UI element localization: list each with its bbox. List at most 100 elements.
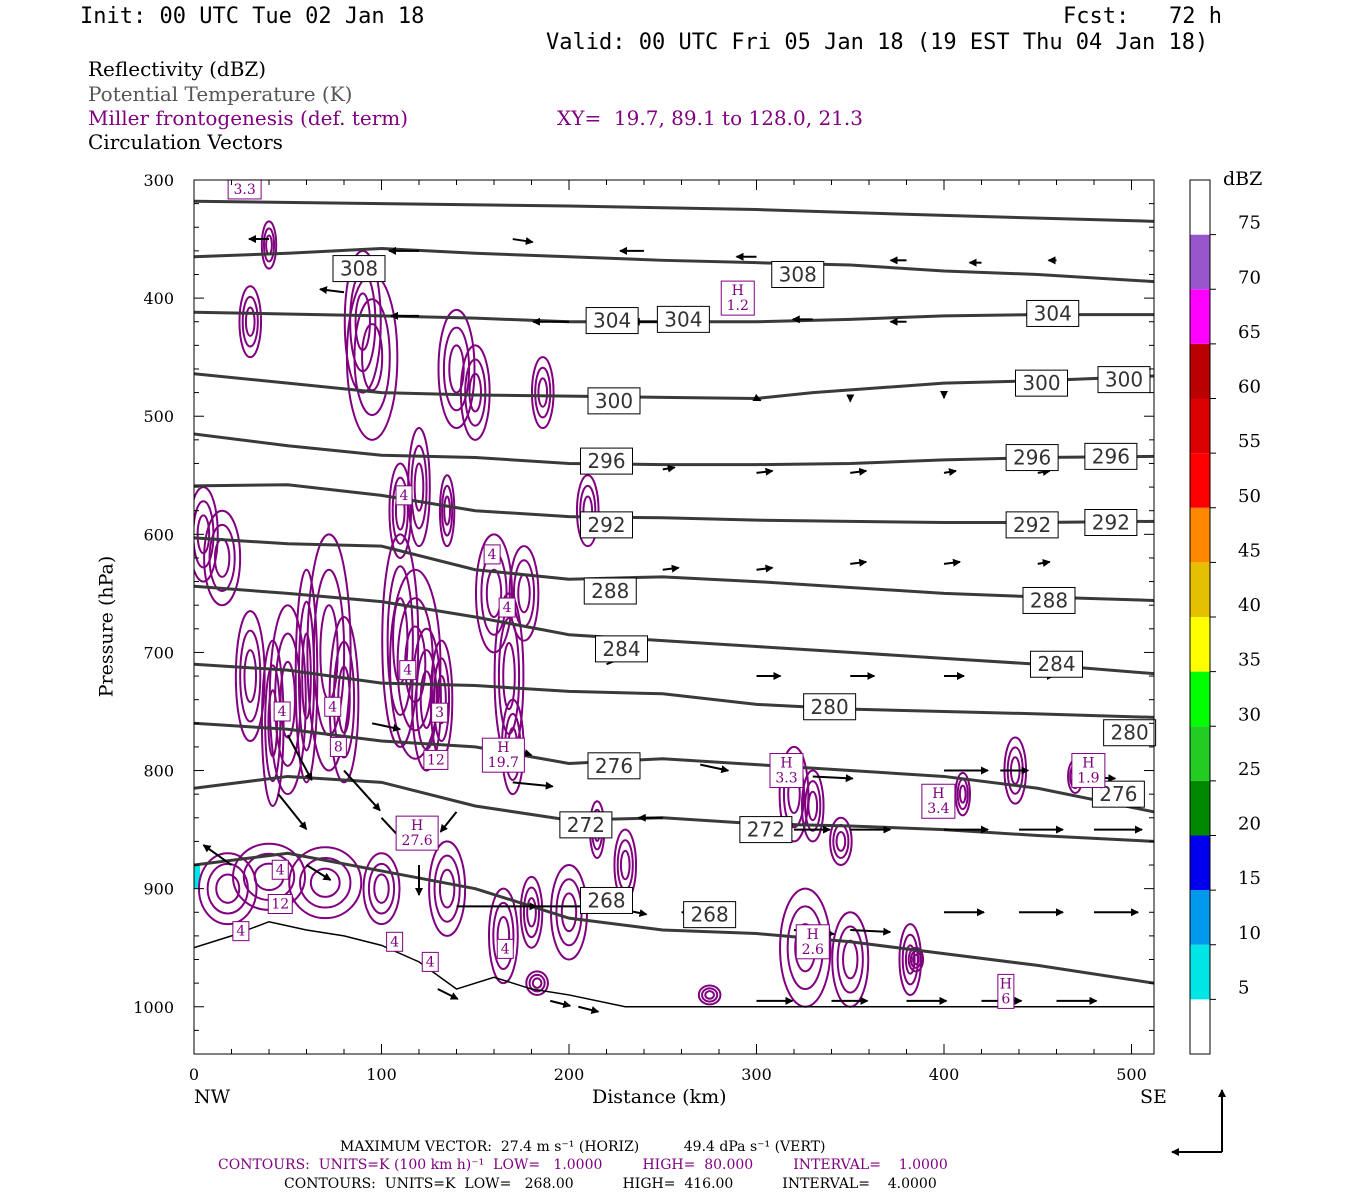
theta-label: 280 bbox=[1111, 721, 1149, 745]
frontogenesis-label: H bbox=[1000, 976, 1012, 992]
theta-label: 304 bbox=[1034, 301, 1072, 325]
frontogenesis-contour bbox=[299, 856, 352, 909]
theta-contour-284 bbox=[194, 584, 1154, 676]
theta-label: 280 bbox=[811, 695, 849, 719]
theta-label-box bbox=[559, 811, 613, 839]
frontogenesis-contour bbox=[958, 784, 967, 804]
colorbar-segment bbox=[1190, 507, 1210, 563]
frontogenesis-label: 19.7 bbox=[488, 755, 519, 771]
frontogenesis-contour bbox=[433, 854, 461, 923]
frontogenesis-contour bbox=[288, 846, 363, 920]
colorbar-tick-label: 10 bbox=[1238, 923, 1261, 944]
frontogenesis-label-box bbox=[483, 544, 501, 565]
theta-label: 268 bbox=[587, 888, 625, 912]
theta-contour-308 bbox=[194, 199, 1154, 223]
colorbar-segment bbox=[1190, 562, 1210, 617]
frontogenesis-contour bbox=[309, 867, 341, 898]
frontogenesis-contour bbox=[367, 862, 396, 915]
colorbar-segment bbox=[1190, 180, 1210, 235]
circulation-vector bbox=[550, 999, 572, 1009]
frontogenesis-contour bbox=[800, 769, 825, 843]
colorbar-tick-label: 30 bbox=[1238, 704, 1261, 725]
y-tick-label: 700 bbox=[143, 643, 174, 662]
frontogenesis-label-box bbox=[1071, 753, 1106, 789]
frontogenesis-label: 8 bbox=[334, 739, 343, 755]
y-tick-label: 500 bbox=[143, 407, 174, 426]
theta-label: 272 bbox=[567, 813, 605, 837]
theta-label-box bbox=[803, 693, 857, 721]
theta-contour-300 bbox=[194, 372, 1154, 401]
theta-label-box bbox=[595, 635, 648, 663]
frontogenesis-label: 12 bbox=[427, 752, 445, 768]
y-tick-label: 600 bbox=[143, 525, 174, 544]
axes: 0 100 200 300 400 500 300 400 500 600 700 800 900 100… bbox=[133, 171, 1154, 1084]
frontogenesis-contour bbox=[203, 509, 242, 607]
colorbar-tick-label: 60 bbox=[1238, 377, 1261, 398]
theta-label-box bbox=[1022, 586, 1076, 614]
circulation-vector bbox=[202, 844, 233, 866]
circulation-vector bbox=[286, 734, 313, 781]
forecast-hour: Fcst: 72 h bbox=[1063, 4, 1222, 29]
frontogenesis-label: H bbox=[1082, 756, 1094, 772]
colorbar-tick-label: 70 bbox=[1238, 267, 1261, 288]
frontogenesis-label: 3.3 bbox=[233, 182, 255, 198]
frontogenesis-label-box bbox=[431, 702, 449, 723]
frontogenesis-contour bbox=[835, 830, 847, 852]
frontogenesis-label: H bbox=[497, 740, 509, 756]
colorbar-segment bbox=[1190, 835, 1210, 891]
frontogenesis-label: H bbox=[807, 927, 819, 943]
theta-label: 300 bbox=[1105, 368, 1143, 392]
x-tick-label: 400 bbox=[929, 1065, 960, 1084]
theta-label-box bbox=[1026, 299, 1080, 327]
theta-label-box bbox=[580, 511, 633, 539]
circulation-vector bbox=[756, 564, 774, 573]
theta-label-box bbox=[587, 387, 641, 415]
frontogenesis-contour bbox=[386, 565, 414, 717]
max-vector-note: MAXIMUM VECTOR: 27.4 m s⁻¹ (HORIZ) 49.4 … bbox=[340, 1139, 826, 1155]
y-tick-label: 300 bbox=[143, 171, 174, 190]
frontogenesis-label-box bbox=[271, 859, 289, 880]
theta-label: 272 bbox=[747, 818, 785, 842]
frontogenesis-contour bbox=[239, 629, 262, 723]
frontogenesis-contour bbox=[238, 285, 263, 359]
frontogenesis-label: 6 bbox=[1001, 991, 1010, 1007]
theta-label-box bbox=[587, 752, 641, 780]
colorbar-tick-label: 45 bbox=[1238, 540, 1261, 561]
valid-time: Valid: 00 UTC Fri 05 Jan 18 (19 EST Thu … bbox=[546, 30, 1209, 55]
theta-label-box bbox=[1097, 366, 1151, 394]
frontogenesis-label: H bbox=[932, 786, 944, 802]
frontogenesis-label: 3.3 bbox=[775, 771, 797, 787]
x-tick-label: 100 bbox=[366, 1065, 397, 1084]
theta-label: 308 bbox=[340, 257, 378, 281]
frontogenesis-contour bbox=[241, 295, 259, 348]
frontogenesis-contour bbox=[517, 573, 531, 614]
frontogenesis-contour bbox=[534, 366, 552, 419]
circulation-vector bbox=[662, 464, 676, 473]
frontogenesis-contour bbox=[519, 875, 544, 949]
x-tick-label: 500 bbox=[1116, 1065, 1147, 1084]
frontogenesis-contour bbox=[555, 878, 583, 947]
theta-label: 296 bbox=[1013, 446, 1051, 470]
frontogenesis-label-box bbox=[386, 931, 404, 952]
circulation-vector bbox=[512, 781, 554, 790]
frontogenesis-label: 1.2 bbox=[727, 298, 749, 314]
frontogenesis-contour bbox=[274, 632, 302, 767]
frontogenesis-contour bbox=[475, 533, 513, 654]
frontogenesis-contour bbox=[243, 649, 258, 704]
frontogenesis-contour bbox=[208, 523, 236, 593]
theta-label: 284 bbox=[602, 637, 640, 661]
frontogenesis-label-box bbox=[720, 280, 755, 316]
theta-contour-296 bbox=[194, 432, 1154, 467]
theta-label: 268 bbox=[691, 903, 729, 927]
theta-label-box bbox=[1015, 369, 1068, 397]
frontogenesis-contour bbox=[441, 484, 454, 537]
colorbar-tick-label: 15 bbox=[1238, 868, 1261, 889]
frontogenesis-contour bbox=[904, 944, 916, 975]
frontogenesis-contour bbox=[522, 886, 541, 939]
frontogenesis-label-box bbox=[498, 597, 516, 618]
theta-label-box bbox=[580, 886, 633, 914]
contour-labels: 308 308 304 304 304 300 300 300 296 296 296 292 292 2… bbox=[227, 179, 1157, 1009]
colorbar-tick-label: 35 bbox=[1238, 650, 1261, 671]
frontogenesis-contour bbox=[438, 868, 456, 909]
